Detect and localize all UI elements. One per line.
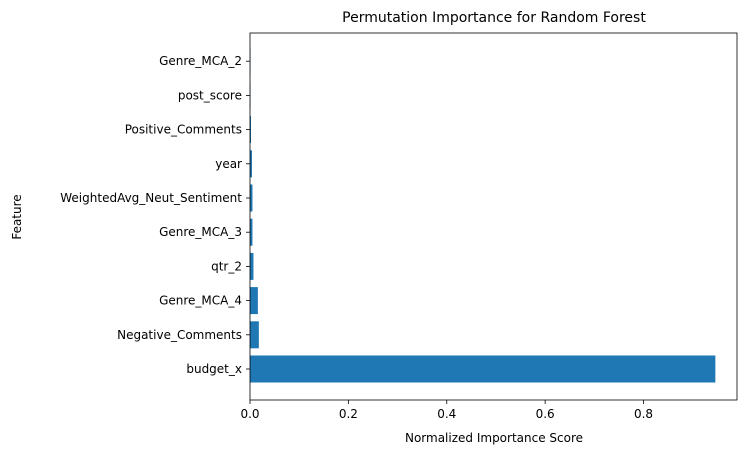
- y-tick-label: Positive_Comments: [125, 123, 242, 137]
- y-tick-label: WeightedAvg_Neut_Sentiment: [60, 191, 242, 205]
- bar-positive-comments: [250, 116, 251, 144]
- x-tick-label: 0.6: [536, 407, 555, 421]
- plot-frame: [249, 32, 738, 401]
- x-ticks: 0.0 0.2 0.4 0.6 0.8: [240, 400, 653, 421]
- x-tick-label: 0.8: [634, 407, 653, 421]
- y-tick-label: year: [215, 157, 242, 171]
- chart-title: Permutation Importance for Random Forest: [342, 10, 646, 26]
- bar-genre-mca-3: [250, 218, 253, 246]
- x-tick-label: 0.4: [437, 407, 456, 421]
- y-axis-title: Feature: [10, 194, 24, 239]
- bar-weightedavg-neut-sentiment: [250, 184, 253, 212]
- bar-negative-comments: [250, 321, 259, 349]
- bar-genre-mca-4: [250, 287, 258, 315]
- y-tick-label: qtr_2: [211, 259, 242, 273]
- x-tick-label: 0.0: [240, 407, 259, 421]
- y-tick-label: Negative_Comments: [117, 328, 242, 342]
- y-tick-label: Genre_MCA_2: [159, 54, 242, 68]
- y-tick-label: budget_x: [186, 362, 242, 376]
- x-tick-label: 0.2: [339, 407, 358, 421]
- y-tick-label: post_score: [178, 88, 242, 102]
- bar-qtr-2: [250, 252, 254, 280]
- y-tick-label: Genre_MCA_3: [159, 225, 242, 239]
- x-axis-title: Normalized Importance Score: [405, 431, 583, 445]
- y-tick-labels: budget_x Negative_Comments Genre_MCA_4 qtr_…: [60, 54, 250, 376]
- y-tick-label: Genre_MCA_4: [159, 294, 242, 308]
- bar-year: [250, 150, 252, 178]
- bars-group: [250, 47, 716, 383]
- bar-budget-x: [250, 355, 716, 383]
